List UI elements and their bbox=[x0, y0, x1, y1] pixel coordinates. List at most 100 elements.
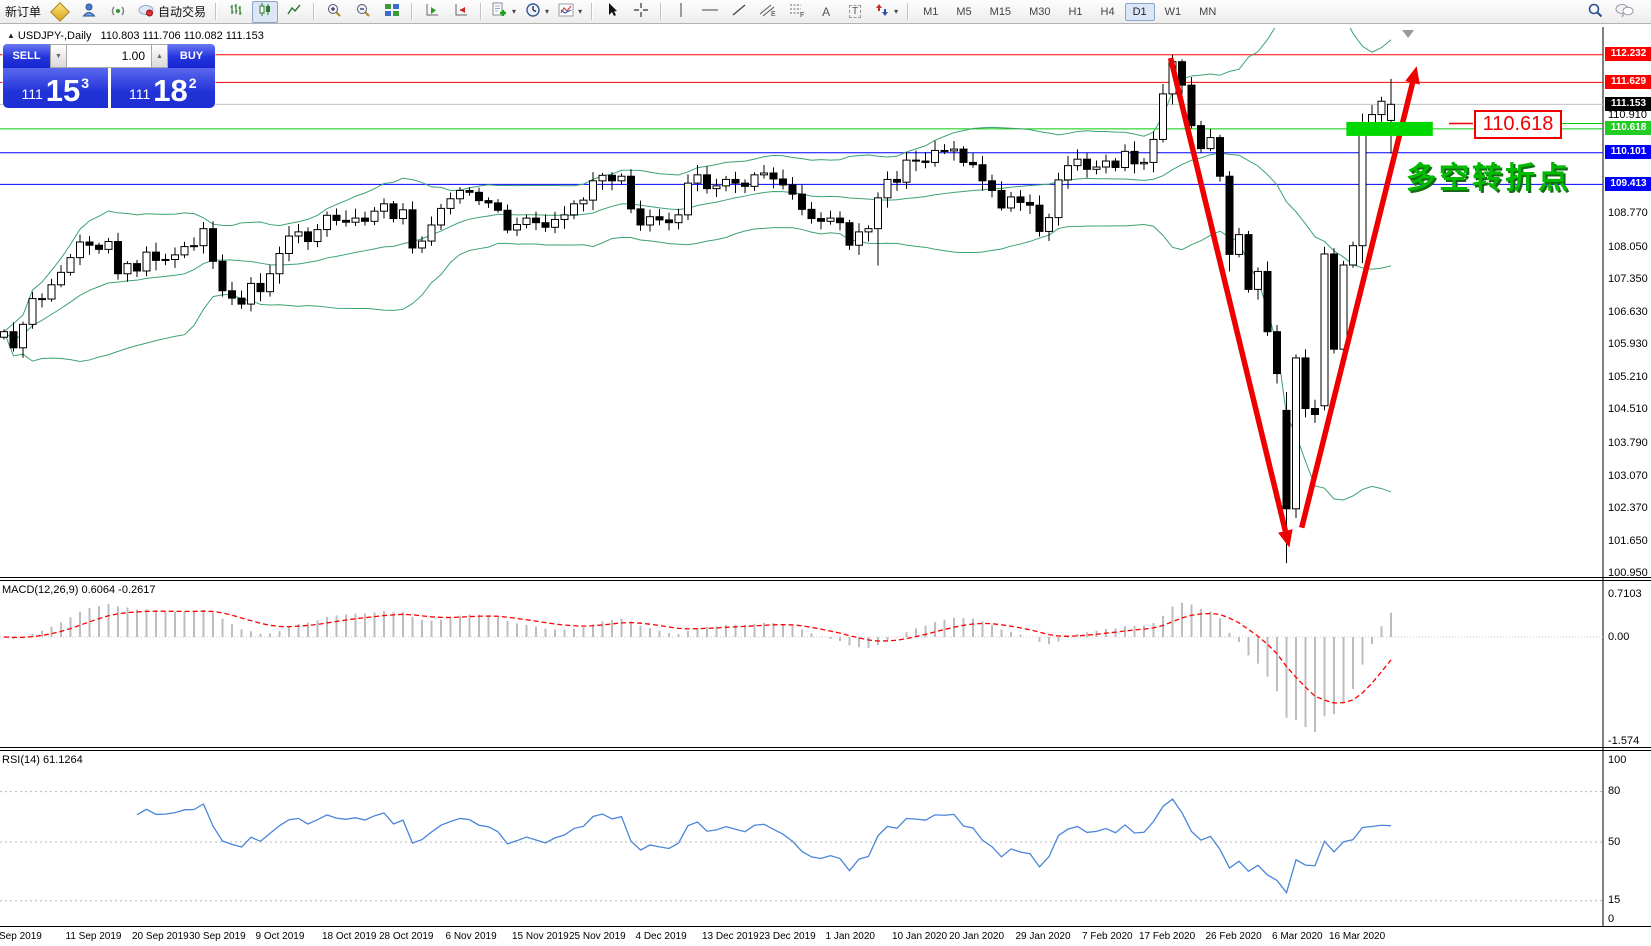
candle-body bbox=[646, 216, 654, 226]
equidistant-channel-tool-button[interactable]: E bbox=[755, 1, 781, 23]
chart-shift-icon bbox=[453, 2, 469, 21]
timeframe-button-H4[interactable]: H4 bbox=[1100, 5, 1115, 18]
candle-body bbox=[266, 273, 274, 293]
svg-text:E: E bbox=[771, 11, 776, 18]
candle-body bbox=[389, 203, 398, 220]
turning-point-annotation[interactable]: 多空转折点 bbox=[1406, 162, 1571, 195]
fibonacci-tool-button[interactable]: F bbox=[784, 1, 810, 23]
trendline-tool-button[interactable] bbox=[726, 1, 752, 23]
bollinger-lower-band bbox=[3, 224, 1392, 501]
price-axis-tick: 103.070 bbox=[1608, 469, 1648, 482]
candle-body bbox=[465, 189, 474, 193]
volume-increase-button[interactable]: ▲ bbox=[151, 44, 168, 68]
candle-body bbox=[1064, 165, 1072, 181]
candle-body bbox=[28, 298, 37, 325]
date-axis-label: 13 Dec 2019 bbox=[702, 931, 759, 942]
text-tool-button[interactable]: A bbox=[813, 1, 839, 23]
chart-title: ▲ USDJPY-,Daily 110.803 111.706 110.082 1… bbox=[7, 30, 264, 42]
autotrading-label: 自动交易 bbox=[158, 5, 207, 19]
candle-body bbox=[1073, 158, 1082, 167]
bar-chart-button[interactable] bbox=[223, 1, 249, 23]
text-a-icon: A bbox=[822, 4, 831, 19]
candle-body bbox=[1377, 100, 1386, 116]
candle-body bbox=[418, 240, 426, 249]
candle-body bbox=[931, 149, 939, 163]
auto-scroll-button[interactable] bbox=[419, 1, 445, 23]
sell-price-display[interactable]: 111 15 3 bbox=[3, 68, 108, 108]
timeframe-button-M5[interactable]: M5 bbox=[956, 5, 972, 18]
candle-body bbox=[484, 200, 493, 204]
timeframe-button-M15[interactable]: M15 bbox=[989, 5, 1012, 18]
price-axis-badge: 111.629 bbox=[1605, 74, 1651, 89]
date-axis-label: 4 Dec 2019 bbox=[635, 931, 687, 942]
toolbar-separator bbox=[215, 3, 218, 20]
line-chart-button[interactable] bbox=[281, 1, 307, 23]
candle-body bbox=[997, 189, 1006, 209]
candlestick-chart-button[interactable] bbox=[252, 0, 279, 23]
price-axis-tick: 100.950 bbox=[1608, 567, 1648, 580]
zoom-out-button[interactable] bbox=[350, 1, 376, 23]
candle-body bbox=[722, 178, 730, 187]
candle-body bbox=[1235, 234, 1243, 255]
chart-profile-button[interactable] bbox=[47, 1, 73, 23]
date-axis-label: 6 Mar 2020 bbox=[1272, 931, 1323, 942]
buy-button[interactable]: BUY bbox=[168, 44, 215, 68]
zoom-in-button[interactable] bbox=[321, 1, 347, 23]
date-axis-label: 18 Oct 2019 bbox=[322, 931, 377, 942]
candle-body bbox=[9, 331, 18, 349]
indicators-button[interactable]: ▾ bbox=[555, 1, 585, 23]
new-order-button[interactable]: 新订单 bbox=[2, 1, 44, 23]
line-chart-icon bbox=[286, 2, 302, 21]
candle-body bbox=[864, 228, 873, 233]
crosshair-tool-button[interactable] bbox=[628, 1, 654, 23]
search-button[interactable] bbox=[1582, 1, 1608, 23]
buy-price-display[interactable]: 111 18 2 bbox=[110, 68, 215, 108]
candle-body bbox=[294, 231, 303, 237]
candle-body bbox=[1358, 124, 1367, 247]
volume-decrease-button[interactable]: ▼ bbox=[50, 44, 67, 68]
candle-body bbox=[171, 254, 179, 260]
candle-body bbox=[1197, 125, 1205, 150]
vertical-line-tool-button[interactable] bbox=[668, 1, 694, 23]
candle-body bbox=[788, 184, 797, 195]
candle-body bbox=[133, 263, 141, 272]
autotrading-button[interactable]: 自动交易 bbox=[134, 1, 209, 23]
candle-body bbox=[370, 210, 379, 222]
text-label-tool-button[interactable]: T bbox=[842, 1, 868, 23]
price-axis-tick: 106.630 bbox=[1608, 305, 1648, 318]
timeframe-button-W1[interactable]: W1 bbox=[1164, 5, 1182, 18]
period-button[interactable]: ▾ bbox=[522, 1, 552, 23]
cursor-tool-button[interactable] bbox=[599, 1, 625, 23]
sell-price-prefix: 111 bbox=[21, 86, 43, 102]
candle-body bbox=[684, 182, 692, 216]
timeframe-button-H1[interactable]: H1 bbox=[1068, 5, 1083, 18]
chart-symbol-period: USDJPY-,Daily bbox=[17, 30, 92, 42]
candle-body bbox=[1311, 408, 1319, 415]
price-level-label[interactable]: 110.618 bbox=[1474, 110, 1562, 139]
cursor-icon bbox=[605, 2, 619, 21]
timeframe-button-MN[interactable]: MN bbox=[1199, 5, 1217, 18]
tile-windows-button[interactable] bbox=[379, 1, 405, 23]
timeframe-button-M30[interactable]: M30 bbox=[1029, 5, 1051, 18]
candle-body bbox=[1206, 137, 1215, 150]
chart-shift-button[interactable] bbox=[448, 1, 474, 23]
macd-axis-tick: 0.00 bbox=[1608, 630, 1630, 643]
signal-button[interactable] bbox=[105, 1, 131, 23]
timeframe-button-M1[interactable]: M1 bbox=[923, 5, 939, 18]
toolbar-separator bbox=[907, 3, 910, 20]
candle-body bbox=[570, 203, 578, 216]
volume-input[interactable]: 1.00 bbox=[67, 44, 151, 68]
chat-button[interactable] bbox=[1611, 1, 1637, 23]
arrows-tool-button[interactable]: ▾ bbox=[871, 1, 901, 23]
horizontal-line-tool-button[interactable] bbox=[697, 1, 723, 23]
chevron-down-icon: ▾ bbox=[894, 7, 899, 16]
market-watch-button[interactable] bbox=[76, 1, 102, 23]
sell-button[interactable]: SELL bbox=[3, 44, 50, 68]
templates-button[interactable]: ▾ bbox=[488, 1, 519, 23]
candle-body bbox=[180, 246, 189, 256]
chart-shift-marker-icon bbox=[1402, 30, 1415, 38]
template-add-icon bbox=[491, 2, 508, 21]
timeframe-button-D1[interactable]: D1 bbox=[1124, 2, 1155, 21]
toolbar-separator bbox=[411, 3, 414, 20]
